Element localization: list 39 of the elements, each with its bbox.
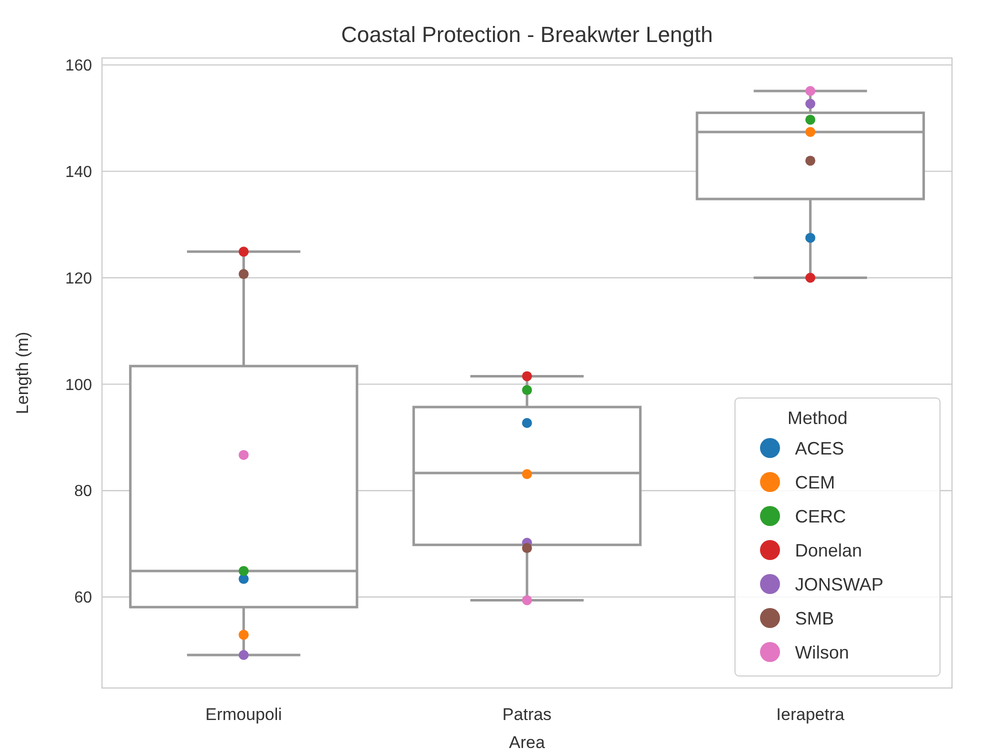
x-tick-label: Ermoupoli <box>205 705 282 724</box>
y-tick-label: 160 <box>65 58 92 75</box>
x-tick-label: Ierapetra <box>776 705 845 724</box>
point <box>805 114 816 125</box>
legend-label: JONSWAP <box>795 574 884 594</box>
y-tick-label: 60 <box>74 590 92 607</box>
point <box>805 126 816 137</box>
legend-label: SMB <box>795 608 834 628</box>
y-tick-label: 80 <box>74 483 92 500</box>
legend-label: CERC <box>795 506 846 526</box>
x-tick-label: Patras <box>502 705 552 724</box>
chart-title: Coastal Protection - Breakwter Length <box>341 22 713 47</box>
point <box>238 246 249 257</box>
legend-label: CEM <box>795 472 835 492</box>
point <box>238 269 249 280</box>
point <box>805 86 816 96</box>
point <box>238 630 249 640</box>
point <box>805 272 816 283</box>
point <box>238 650 249 660</box>
y-axis-title: Length (m) <box>13 332 32 414</box>
legend-label: ACES <box>795 438 844 458</box>
point <box>238 450 249 460</box>
point <box>522 418 532 428</box>
x-axis-title: Area <box>509 733 546 752</box>
point <box>238 566 249 576</box>
point <box>522 469 532 480</box>
point <box>522 385 532 396</box>
y-tick-label: 120 <box>65 270 92 288</box>
point <box>522 595 532 606</box>
point <box>805 98 816 109</box>
y-tick-label: 100 <box>65 376 92 394</box>
point <box>522 371 532 382</box>
legend-label: Wilson <box>795 642 850 662</box>
point <box>805 232 816 243</box>
legend-label: Donelan <box>795 540 862 560</box>
y-tick-label: 140 <box>65 164 92 181</box>
point <box>805 156 816 166</box>
legend-title: Method <box>787 408 848 428</box>
point <box>522 543 532 554</box>
